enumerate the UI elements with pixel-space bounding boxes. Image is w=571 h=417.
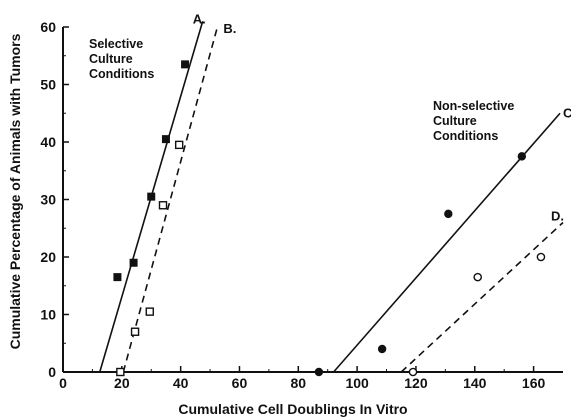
point-c (517, 152, 527, 161)
annotation-line: Selective (89, 37, 143, 51)
x-tick-label: 100 (345, 375, 369, 391)
series-label-a: A. (193, 11, 206, 26)
x-tick-label: 40 (173, 375, 189, 391)
point-d (408, 367, 418, 377)
fit-line-d (400, 221, 564, 373)
y-tick-label: 60 (40, 19, 56, 35)
point-b (174, 140, 184, 150)
point-c (444, 209, 453, 219)
y-tick-label: 10 (40, 307, 56, 323)
annotation-line: Conditions (433, 129, 498, 143)
annotation-line: Culture (89, 52, 133, 66)
x-tick-label: 0 (59, 375, 67, 391)
x-tick-label: 60 (232, 375, 248, 391)
point-b (116, 367, 125, 377)
point-a (113, 273, 122, 282)
x-tick-label: 20 (114, 375, 130, 391)
point-a (147, 192, 156, 201)
chart-labels: Cumulative Cell Doublings In Vitro Cumula… (7, 11, 571, 417)
point-b (145, 307, 154, 316)
axes: 0 20 40 60 80 100 120 140 160 0 10 20 30 40 50 60 (40, 19, 563, 391)
series-label-d: D. (551, 209, 564, 224)
annotation-line: Culture (433, 114, 477, 128)
x-axis-label: Cumulative Cell Doublings In Vitro (178, 401, 407, 417)
fit-lines (98, 21, 564, 373)
point-c (314, 367, 324, 377)
y-tick-label: 30 (40, 192, 56, 208)
x-tick-label: 120 (404, 375, 428, 391)
x-tick-label: 80 (291, 375, 307, 391)
point-c (377, 344, 387, 354)
point-a (129, 258, 138, 267)
y-tick-label: 40 (40, 134, 56, 150)
x-tick-label: 160 (522, 375, 546, 391)
annotation-selective: Selective Culture Conditions (89, 37, 154, 81)
annotation-line: Conditions (89, 67, 154, 81)
point-b (130, 327, 140, 336)
point-d (536, 252, 546, 262)
annotation-line: Non-selective (433, 99, 514, 113)
series-label-c: C (563, 105, 571, 120)
point-a (161, 135, 170, 144)
x-tick-label: 140 (463, 375, 487, 391)
annotation-nonselective: Non-selective Culture Conditions (433, 99, 514, 143)
point-d (473, 272, 483, 282)
y-tick-label: 50 (40, 77, 56, 93)
series-label-b: B. (223, 21, 236, 36)
y-axis-label: Cumulative Percentage of Animals with Tu… (7, 33, 23, 349)
y-tick-label: 20 (40, 249, 56, 265)
point-b (158, 201, 168, 210)
fit-line-c (332, 112, 561, 373)
point-a (181, 60, 190, 69)
data-points (113, 60, 546, 377)
y-tick-label: 0 (48, 364, 56, 380)
